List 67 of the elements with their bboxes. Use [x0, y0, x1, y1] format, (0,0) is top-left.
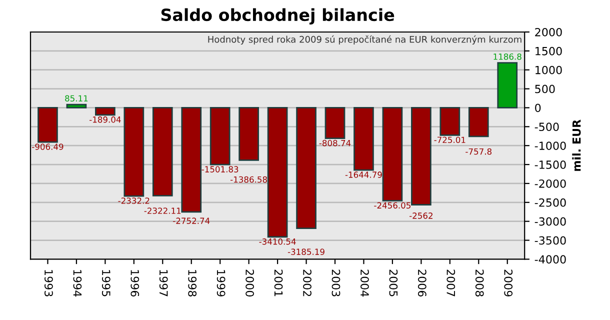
data-label: 1186.8	[494, 53, 522, 60]
bar	[210, 107, 230, 166]
y-tick-label: -1000	[534, 142, 566, 150]
bar	[440, 107, 460, 136]
bar	[267, 107, 288, 238]
x-tick-label: 1997	[159, 270, 168, 296]
x-tick-label: 1998	[188, 270, 197, 296]
y-tick-label: -2000	[534, 179, 566, 188]
x-tick-label: 2000	[246, 270, 254, 296]
x-tick-label: 2002	[303, 270, 312, 296]
data-label: -1644.79	[345, 172, 382, 178]
data-label: -3185.19	[288, 248, 324, 255]
bar	[411, 107, 432, 206]
bar	[238, 107, 259, 161]
data-label: -1501.83	[202, 166, 238, 172]
x-tick-label: 2004	[360, 270, 369, 297]
x-tick-label: 1995	[102, 270, 110, 296]
data-label: 85.11	[65, 95, 88, 102]
bar	[181, 107, 202, 213]
x-tick-label: 1999	[216, 270, 226, 296]
bar	[354, 107, 374, 171]
bar	[382, 107, 403, 202]
data-label: -189.04	[90, 116, 121, 123]
y-tick-label: -3500	[534, 236, 566, 245]
data-label: -808.74	[319, 140, 351, 146]
y-axis-title: mil. EUR	[572, 120, 581, 171]
y-tick-label: -3000	[534, 217, 566, 226]
bar	[468, 107, 489, 138]
y-tick-label: -500	[534, 122, 559, 132]
bar	[66, 104, 87, 108]
y-tick-label: 2000	[535, 28, 562, 36]
x-tick-label: 1993	[44, 270, 53, 296]
chart-title: Saldo obchodnej bilancie	[161, 8, 394, 24]
x-tick-label: 2003	[332, 270, 340, 296]
data-label: -1386.58	[230, 176, 267, 183]
y-tick-label: 1500	[536, 46, 562, 56]
bar	[296, 107, 316, 230]
data-label: -906.49	[32, 144, 64, 150]
y-tick-label: -4000	[534, 255, 566, 264]
x-tick-label: 2005	[389, 270, 398, 296]
bar	[324, 107, 346, 140]
data-label: -2562	[409, 212, 432, 219]
annotation: Hodnoty spred roka 2009 sú prepočítané na EUR konverzným kurzom	[208, 35, 522, 45]
data-label: -2752.74	[173, 218, 210, 224]
x-tick-label: 2007	[446, 270, 456, 296]
data-label: -2456.05	[374, 202, 410, 209]
x-tick-label: 2001	[274, 270, 283, 296]
y-tick-label: 0	[535, 104, 541, 112]
data-label: -2332.2	[118, 198, 150, 204]
bar	[124, 107, 144, 197]
bar	[38, 107, 58, 143]
x-tick-label: 1996	[130, 270, 140, 296]
y-tick-label: -1500	[534, 160, 566, 169]
data-label: -725.01	[434, 136, 466, 144]
bar	[497, 62, 518, 108]
data-label: -2322.11	[144, 208, 181, 214]
x-tick-label: 1994	[73, 270, 82, 297]
y-tick-label: 500	[535, 84, 555, 94]
bar	[95, 107, 116, 116]
data-label: -757.8	[466, 148, 492, 155]
x-tick-label: 2008	[475, 270, 484, 296]
data-label: -3410.54	[259, 238, 296, 245]
x-tick-label: 2006	[418, 270, 426, 296]
bar	[152, 107, 173, 196]
x-tick-label: 2009	[504, 270, 513, 296]
y-tick-label: 1000	[536, 66, 562, 74]
y-tick-label: -2500	[534, 198, 566, 207]
